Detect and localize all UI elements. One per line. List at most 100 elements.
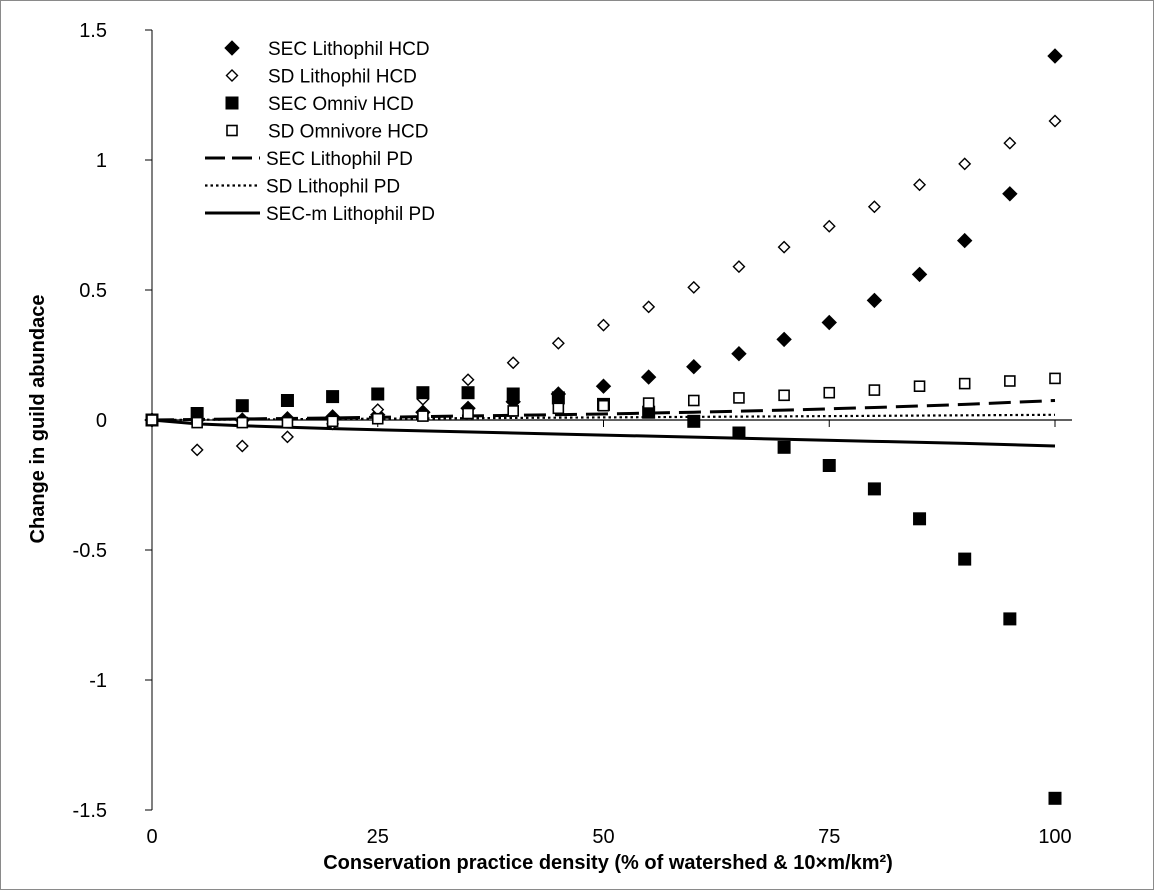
- data-point: [776, 331, 792, 348]
- data-point: [551, 336, 565, 350]
- y-tick-label: 0.5: [79, 280, 107, 302]
- legend-label: SEC Lithophil HCD: [268, 39, 430, 60]
- data-point: [507, 405, 520, 417]
- data-point: [326, 390, 340, 404]
- data-point: [280, 394, 294, 407]
- y-tick-label: 1.5: [79, 20, 107, 42]
- series-sd-omnivore-hcd: [146, 372, 1061, 429]
- data-point: [956, 232, 973, 249]
- series-line-sd-lithophil-pd: [151, 413, 1056, 422]
- data-point: [280, 430, 294, 444]
- data-point: [1047, 48, 1063, 64]
- legend-label: SD Omnivore HCD: [268, 122, 428, 143]
- x-tick-label: 0: [146, 826, 157, 848]
- data-point: [640, 369, 657, 385]
- data-point: [958, 377, 971, 390]
- y-tick-label: -1.5: [73, 800, 107, 822]
- data-point: [867, 482, 881, 496]
- series-line-sec-lithophil-pd: [151, 399, 1056, 422]
- legend-label: SEC Lithophil PD: [266, 149, 413, 170]
- x-tick-label: 100: [1038, 826, 1071, 848]
- series-sec-omniv-hcd: [145, 386, 1062, 805]
- data-point: [326, 415, 339, 428]
- x-tick-label: 50: [592, 826, 614, 848]
- legend-swatch: [225, 69, 239, 82]
- data-point: [461, 373, 475, 387]
- legend-entry: SEC Lithophil HCD: [224, 39, 430, 60]
- data-point: [642, 300, 656, 314]
- data-point: [687, 280, 701, 294]
- data-point: [506, 356, 520, 370]
- legend-label: SD Lithophil PD: [266, 177, 400, 198]
- data-point: [371, 412, 384, 425]
- data-point: [913, 380, 926, 393]
- series-line-sec-m-lithophil-pd: [151, 418, 1056, 448]
- data-point: [191, 416, 203, 429]
- data-point: [687, 394, 700, 407]
- data-point: [642, 397, 655, 409]
- data-point: [552, 402, 565, 415]
- x-tick-label: 75: [818, 826, 840, 848]
- legend-entry: SD Lithophil HCD: [225, 67, 417, 88]
- data-point: [235, 439, 249, 453]
- data-point: [190, 443, 204, 457]
- data-point: [868, 384, 881, 396]
- plot-area: [144, 48, 1063, 805]
- legend-entry: SD Omnivore HCD: [226, 122, 428, 143]
- legend: SEC Lithophil HCD SD Lithophil HCD SEC Omn…: [205, 39, 435, 225]
- y-tick-label: 1: [96, 150, 107, 172]
- data-point: [777, 240, 791, 254]
- data-point: [146, 414, 158, 426]
- axes: 1.5 1 0.5 0 -0.5 -1 -1.5 0 25 50 75 100: [73, 20, 1072, 848]
- data-point: [1048, 114, 1062, 128]
- data-point: [687, 414, 701, 428]
- data-point: [686, 358, 702, 375]
- data-point: [822, 219, 836, 233]
- data-point: [1004, 375, 1016, 387]
- data-point: [281, 416, 294, 429]
- data-point: [733, 392, 745, 404]
- data-point: [822, 459, 836, 472]
- data-point: [597, 318, 610, 332]
- data-point: [417, 410, 429, 422]
- legend-label: SEC Omniv HCD: [268, 94, 414, 115]
- y-tick-label: -0.5: [73, 540, 107, 562]
- data-point: [1003, 136, 1017, 150]
- data-point: [235, 399, 249, 413]
- y-tick-label: 0: [96, 410, 107, 432]
- legend-swatch: [224, 40, 240, 56]
- data-point: [551, 391, 565, 405]
- data-point: [867, 200, 881, 214]
- series-sd-lithophil-hcd: [145, 114, 1062, 457]
- legend-label: SD Lithophil HCD: [268, 67, 417, 88]
- data-point: [911, 266, 928, 283]
- legend-entry: SD Lithophil PD: [205, 177, 400, 198]
- data-point: [958, 157, 972, 171]
- data-point: [1003, 612, 1017, 626]
- data-point: [416, 386, 430, 400]
- y-tick-label: -1: [89, 670, 107, 692]
- data-point: [823, 386, 836, 399]
- data-point: [821, 314, 837, 331]
- data-point: [732, 260, 746, 274]
- legend-entry: SEC Omniv HCD: [225, 94, 414, 115]
- legend-swatch: [226, 124, 238, 137]
- data-point: [595, 378, 612, 394]
- data-point: [597, 399, 610, 412]
- legend-entry: SEC Lithophil PD: [205, 149, 413, 170]
- data-point: [777, 440, 791, 454]
- data-point: [236, 416, 249, 429]
- data-point: [866, 292, 883, 309]
- x-axis-title: Conservation practice density (% of wate…: [323, 852, 893, 874]
- legend-entry: SEC-m Lithophil PD: [205, 204, 435, 225]
- data-point: [371, 387, 385, 401]
- data-point: [731, 345, 747, 362]
- data-point: [778, 389, 790, 402]
- data-point: [1048, 791, 1062, 805]
- data-point: [1002, 186, 1018, 202]
- data-point: [506, 387, 520, 401]
- legend-label: SEC-m Lithophil PD: [266, 204, 435, 225]
- data-point: [461, 386, 475, 400]
